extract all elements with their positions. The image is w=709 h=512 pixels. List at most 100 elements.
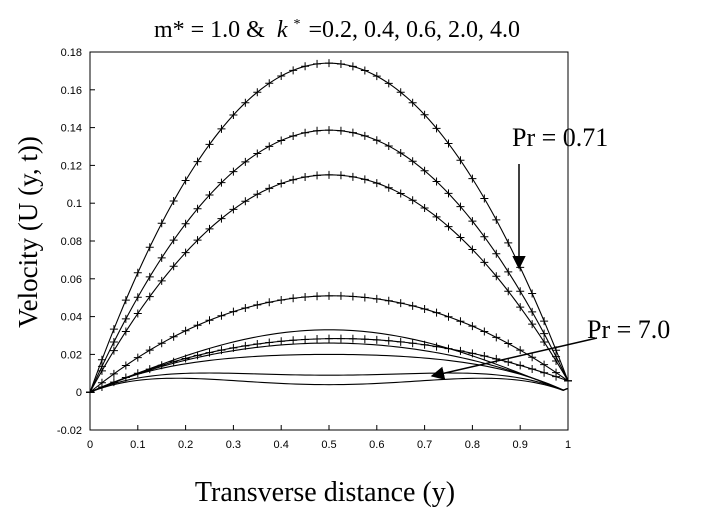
plus-marker: [181, 248, 190, 257]
plus-marker: [205, 191, 214, 200]
plus-marker: [145, 292, 154, 301]
y-tick-label: -0.02: [57, 425, 82, 437]
plus-marker: [420, 305, 429, 314]
plus-marker: [432, 212, 441, 221]
title-k-sup: *: [293, 17, 300, 32]
plus-marker: [516, 346, 525, 355]
plus-marker: [432, 342, 441, 351]
annotation-pr-071: Pr = 0.71: [512, 123, 608, 152]
plus-marker: [384, 183, 393, 192]
plus-marker: [408, 98, 417, 107]
plus-marker: [277, 337, 286, 346]
plus-marker: [277, 179, 286, 188]
plus-marker: [229, 110, 238, 119]
plus-marker: [360, 293, 369, 302]
plus-marker: [408, 157, 417, 166]
plus-marker: [432, 124, 441, 133]
plus-marker: [313, 171, 322, 180]
y-tick-label: 0.12: [61, 160, 82, 172]
x-tick-label: 0.8: [465, 439, 480, 451]
plus-marker: [313, 292, 322, 301]
plus-marker: [456, 156, 465, 165]
plot-frame: [89, 51, 569, 431]
plus-marker: [492, 272, 501, 281]
plus-marker: [265, 184, 274, 193]
plus-marker: [229, 205, 238, 214]
plus-marker: [181, 176, 190, 185]
plus-marker: [552, 372, 561, 381]
plus-marker: [265, 79, 274, 88]
plus-marker: [253, 300, 262, 309]
series-line: [89, 372, 569, 393]
plus-marker: [480, 352, 489, 361]
plus-marker: [301, 173, 310, 182]
plus-marker: [384, 296, 393, 305]
plus-marker: [408, 339, 417, 348]
plus-marker: [360, 131, 369, 140]
plus-marker: [205, 316, 214, 325]
plus-marker: [336, 126, 345, 135]
plus-marker: [109, 346, 118, 355]
plus-marker: [181, 219, 190, 228]
plus-marker: [396, 189, 405, 198]
y-tick-label: 0.08: [61, 236, 82, 248]
plus-marker: [360, 335, 369, 344]
plus-marker: [109, 338, 118, 346]
plus-marker: [205, 140, 214, 149]
plus-marker: [384, 79, 393, 88]
y-tick-label: 0.14: [61, 123, 82, 135]
plus-marker: [289, 294, 298, 303]
y-tick-label: 0.04: [61, 312, 82, 324]
plus-marker: [372, 136, 381, 145]
plus-marker: [408, 301, 417, 310]
plus-marker: [468, 322, 477, 331]
plus-marker: [336, 59, 345, 68]
plus-marker: [396, 88, 405, 97]
annotation-pr-70: Pr = 7.0: [587, 315, 670, 344]
plus-marker: [372, 179, 381, 188]
plus-marker: [528, 320, 537, 329]
plus-marker: [253, 88, 262, 97]
plus-marker: [504, 339, 513, 348]
plus-marker: [540, 368, 549, 377]
plus-marker: [169, 332, 178, 341]
plus-marker: [253, 149, 262, 158]
plus-marker: [432, 177, 441, 186]
plus-marker: [348, 334, 357, 343]
plus-marker: [384, 142, 393, 151]
plus-marker: [145, 346, 154, 355]
plus-marker: [528, 353, 537, 362]
plus-marker: [217, 311, 226, 320]
plus-marker: [564, 376, 572, 385]
plus-marker: [540, 360, 549, 369]
plus-marker: [169, 197, 178, 206]
y-tick-label: 0.02: [61, 349, 82, 361]
plus-marker: [157, 253, 166, 262]
plus-marker: [325, 126, 333, 135]
plus-marker: [420, 110, 429, 119]
x-axis-label: Transverse distance (y): [195, 477, 455, 508]
plus-marker: [480, 258, 489, 267]
plus-marker: [217, 214, 226, 223]
plus-marker: [193, 321, 202, 330]
plus-marker: [193, 157, 202, 166]
plus-marker: [157, 339, 166, 348]
plus-marker: [325, 334, 333, 343]
plus-marker: [372, 72, 381, 81]
plus-marker: [289, 66, 298, 75]
plus-marker: [492, 215, 501, 224]
plus-marker: [325, 59, 333, 68]
y-tick-label: 0: [76, 387, 82, 399]
plus-marker: [289, 175, 298, 184]
plus-marker: [336, 334, 345, 343]
plus-marker: [444, 189, 453, 198]
plus-marker: [193, 204, 202, 213]
series-line: [89, 329, 569, 393]
y-ticks: -0.02 0 0.02 0.04 0.06 0.08 0.1 0.12 0.14 0.16 0.1…: [57, 47, 95, 437]
y-tick-label: 0.16: [61, 85, 82, 97]
plus-marker: [528, 307, 537, 316]
chart-title: m* = 1.0 & k * =0.2, 0.4, 0.6, 2.0, 4.0: [154, 8, 520, 43]
x-tick-label: 0: [87, 439, 93, 451]
plus-marker: [348, 128, 357, 137]
